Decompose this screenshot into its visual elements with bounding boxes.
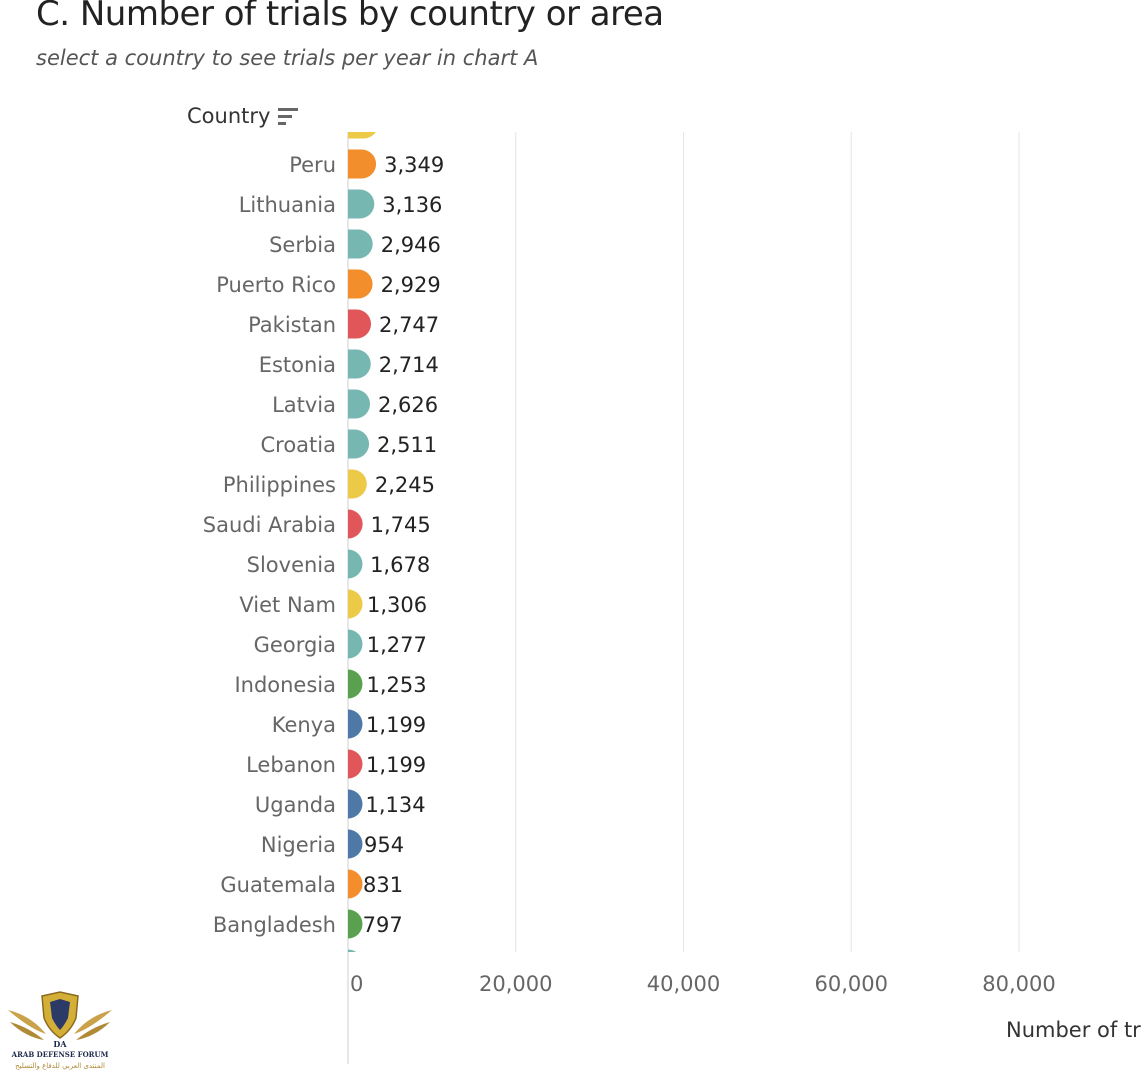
value-label: 1,199 [366, 753, 426, 777]
arab-defense-forum-logo: DA ARAB DEFENSE FORUM المنتدى العربي للد… [8, 991, 112, 1070]
x-tick-label: 40,000 [647, 972, 720, 996]
x-axis-title: Number of tr [1006, 1018, 1141, 1042]
bar [348, 509, 363, 539]
bar [348, 589, 363, 619]
value-label: 1,277 [367, 633, 427, 657]
category-label[interactable]: Lithuania [239, 193, 336, 217]
sort-descending-icon[interactable] [278, 106, 299, 126]
bar [348, 389, 371, 419]
bar-partial [348, 132, 376, 139]
bar [348, 429, 370, 459]
category-label[interactable]: Slovenia [247, 553, 336, 577]
value-label: 2,929 [381, 273, 441, 297]
value-label: 1,745 [371, 513, 431, 537]
category-label[interactable]: Bangladesh [213, 913, 336, 937]
country-column-header[interactable]: Country [187, 104, 299, 128]
value-label: 2,626 [378, 393, 438, 417]
value-label: 1,199 [366, 713, 426, 737]
country-header-label: Country [187, 104, 271, 128]
value-label: 3,136 [382, 193, 442, 217]
chart-title: C. Number of trials by country or area [36, 0, 664, 34]
bar [348, 869, 363, 899]
category-label[interactable]: Viet Nam [239, 593, 336, 617]
logo-mark: DA [53, 1039, 67, 1049]
bar [348, 229, 373, 259]
bar [348, 309, 372, 339]
bar [348, 189, 375, 219]
value-label: 3,349 [384, 153, 444, 177]
category-label[interactable]: Pakistan [248, 313, 336, 337]
logo-line2: المنتدى العربي للدفاع والتسليح [15, 1062, 105, 1070]
x-tick-label: 80,000 [982, 972, 1055, 996]
value-label: 1,253 [367, 673, 427, 697]
bar [348, 829, 363, 859]
value-label: 1,678 [370, 553, 430, 577]
bar [348, 549, 363, 579]
category-label[interactable]: Estonia [259, 353, 336, 377]
category-label[interactable]: Georgia [254, 633, 336, 657]
category-label[interactable]: Puerto Rico [216, 273, 336, 297]
bar [348, 149, 377, 179]
value-label: 831 [363, 873, 403, 897]
bar-partial [348, 949, 357, 952]
category-label[interactable]: Uganda [255, 793, 336, 817]
value-label: 797 [363, 913, 403, 937]
category-label[interactable]: Philippines [223, 473, 336, 497]
x-tick-label: 20,000 [479, 972, 552, 996]
bar [348, 469, 367, 499]
category-label[interactable]: Croatia [261, 433, 337, 457]
value-label: 2,714 [379, 353, 439, 377]
x-tick-label: 60,000 [815, 972, 888, 996]
category-label[interactable]: Lebanon [246, 753, 336, 777]
value-label: 954 [364, 833, 404, 857]
category-label[interactable]: Peru [289, 153, 336, 177]
x-tick-label: 0 [350, 972, 363, 996]
bar [348, 749, 363, 779]
value-label: 1,134 [366, 793, 426, 817]
category-label[interactable]: Latvia [272, 393, 336, 417]
chart-subtitle: select a country to see trials per year … [36, 46, 539, 70]
category-label[interactable]: Saudi Arabia [203, 513, 336, 537]
bars-group [348, 132, 377, 952]
bar [348, 269, 373, 299]
value-label: 2,245 [375, 473, 435, 497]
bar [348, 909, 363, 939]
bar [348, 709, 363, 739]
category-label[interactable]: Serbia [269, 233, 336, 257]
value-label: 2,946 [381, 233, 441, 257]
category-label[interactable]: Indonesia [234, 673, 336, 697]
value-label: 2,511 [377, 433, 437, 457]
category-label[interactable]: Guatemala [220, 873, 336, 897]
value-label: 1,306 [367, 593, 427, 617]
bar [348, 669, 363, 699]
category-label[interactable]: Kenya [272, 713, 336, 737]
bar [348, 789, 363, 819]
logo-line1: ARAB DEFENSE FORUM [11, 1050, 109, 1059]
category-label[interactable]: Nigeria [261, 833, 336, 857]
value-label: 2,747 [379, 313, 439, 337]
bar [348, 629, 363, 659]
bar [348, 349, 371, 379]
